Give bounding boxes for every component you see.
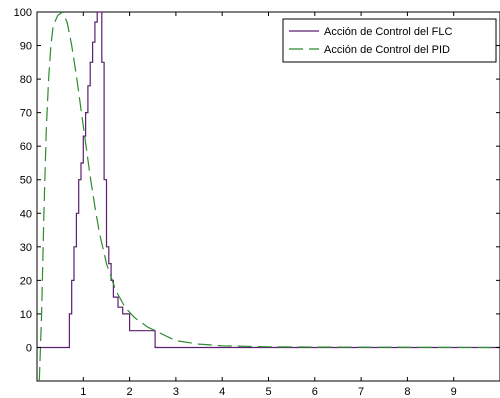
x-tick-label: 7: [358, 386, 364, 398]
y-tick-label: 50: [20, 175, 32, 187]
x-tick-label: 1: [80, 386, 86, 398]
y-tick-label: 0: [26, 342, 32, 354]
x-tick-label: 9: [451, 386, 457, 398]
series-line-pid: [38, 11, 500, 382]
y-tick-label: 90: [20, 41, 32, 53]
plot-area: [36, 11, 500, 382]
legend-box: [282, 18, 497, 63]
y-tick-label: 100: [14, 7, 32, 19]
y-axis-ticks: 0 10 20 30 40 50 60 70 80 90 100: [14, 7, 500, 354]
x-tick-label: 3: [173, 386, 179, 398]
legend-label-pid: Acción de Control del PID: [324, 44, 450, 56]
legend: Acción de Control del FLC Acción de Cont…: [282, 18, 497, 63]
x-tick-label: 8: [404, 386, 410, 398]
y-tick-label: 60: [20, 141, 32, 153]
series-line-flc: [37, 11, 500, 349]
y-tick-label: 70: [20, 108, 32, 120]
legend-label-flc: Acción de Control del FLC: [324, 26, 452, 38]
x-tick-label: 4: [219, 386, 225, 398]
y-tick-label: 30: [20, 242, 32, 254]
x-tick-label: 5: [265, 386, 271, 398]
x-tick-label: 2: [127, 386, 133, 398]
x-axis-ticks: 1 2 3 4 5 6 7 8 9: [80, 12, 457, 398]
y-tick-label: 20: [20, 275, 32, 287]
series-layer: [37, 11, 500, 382]
y-tick-label: 10: [20, 309, 32, 321]
y-tick-label: 40: [20, 208, 32, 220]
y-tick-label: 80: [20, 74, 32, 86]
x-tick-label: 6: [312, 386, 318, 398]
